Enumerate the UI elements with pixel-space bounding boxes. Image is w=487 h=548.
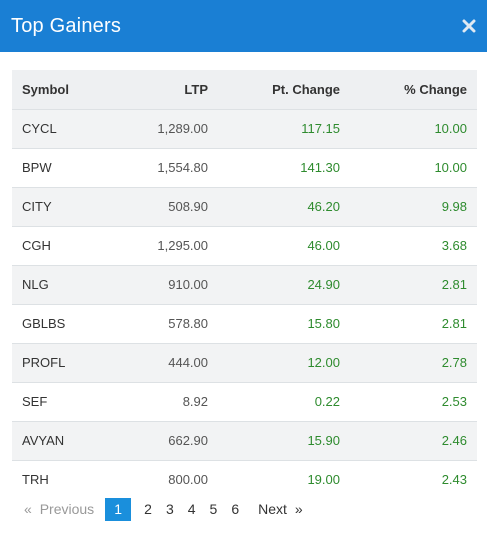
cell-pct-change: 2.43 — [441, 472, 467, 488]
table-row[interactable]: AVYAN 662.90 15.90 2.46 — [12, 421, 477, 460]
cell-pt-change: 141.30 — [300, 160, 340, 175]
cell-ltp: 444.00 — [168, 355, 208, 370]
table-row[interactable]: BPW 1,554.80 141.30 10.00 — [12, 148, 477, 187]
header-pt-change[interactable]: Pt. Change — [272, 81, 340, 97]
table-row[interactable]: GBLBS 578.80 15.80 2.81 — [12, 304, 477, 343]
cell-pt-change: 15.80 — [307, 316, 340, 331]
cell-ltp: 800.00 — [168, 472, 208, 488]
table-header-row: Symbol LTP Pt. Change % Change — [12, 70, 477, 109]
page-5-button[interactable]: 5 — [209, 501, 218, 517]
next-arrow-icon: » — [294, 501, 303, 517]
next-page-button[interactable]: Next » — [246, 498, 313, 521]
cell-symbol: AVYAN — [22, 433, 65, 448]
cell-pt-change: 46.00 — [307, 238, 340, 253]
cell-pt-change: 0.22 — [314, 394, 340, 409]
page-1-button[interactable]: 1 — [105, 498, 132, 521]
cell-ltp: 662.90 — [168, 433, 208, 448]
cell-pt-change: 46.20 — [307, 199, 340, 214]
cell-pct-change: 2.53 — [441, 394, 467, 409]
previous-page-button[interactable]: « Previous — [12, 498, 101, 521]
table-row[interactable]: CGH 1,295.00 46.00 3.68 — [12, 226, 477, 265]
cell-symbol: NLG — [22, 277, 49, 292]
table-row[interactable]: TRH 800.00 19.00 2.43 — [12, 460, 477, 499]
table-row[interactable]: PROFL 444.00 12.00 2.78 — [12, 343, 477, 382]
cell-ltp: 910.00 — [168, 277, 208, 292]
previous-label: Previous — [39, 501, 95, 517]
modal-header: Top Gainers — [0, 0, 487, 52]
header-pct-change[interactable]: % Change — [404, 81, 467, 97]
header-ltp[interactable]: LTP — [184, 81, 208, 97]
cell-pct-change: 9.98 — [441, 199, 467, 214]
cell-pct-change: 2.46 — [441, 433, 467, 448]
cell-pct-change: 10.00 — [434, 160, 467, 175]
table-row[interactable]: NLG 910.00 24.90 2.81 — [12, 265, 477, 304]
cell-symbol: GBLBS — [22, 316, 66, 331]
cell-pct-change: 2.81 — [441, 277, 467, 292]
header-symbol[interactable]: Symbol — [22, 81, 69, 97]
cell-symbol: CITY — [22, 199, 52, 214]
cell-pct-change: 3.68 — [441, 238, 467, 253]
cell-pct-change: 10.00 — [434, 121, 467, 136]
cell-symbol: PROFL — [22, 355, 66, 370]
cell-pt-change: 19.00 — [307, 472, 340, 488]
cell-ltp: 578.80 — [168, 316, 208, 331]
cell-ltp: 1,289.00 — [157, 121, 208, 136]
cell-pt-change: 117.15 — [301, 121, 340, 136]
cell-symbol: TRH — [22, 472, 49, 488]
page-6-button[interactable]: 6 — [231, 501, 240, 517]
cell-symbol: SEF — [22, 394, 48, 409]
cell-ltp: 8.92 — [182, 394, 208, 409]
modal-title: Top Gainers — [11, 14, 122, 37]
cell-pt-change: 12.00 — [307, 355, 340, 370]
table-row[interactable]: CITY 508.90 46.20 9.98 — [12, 187, 477, 226]
cell-symbol: CGH — [22, 238, 51, 253]
gainers-table-container: Symbol LTP Pt. Change % Change CYCL 1,289… — [12, 70, 477, 499]
close-button[interactable] — [459, 16, 479, 36]
next-label: Next — [258, 501, 287, 517]
cell-pct-change: 2.81 — [441, 316, 467, 331]
cell-pct-change: 2.78 — [441, 355, 467, 370]
cell-symbol: CYCL — [22, 121, 57, 136]
page-4-button[interactable]: 4 — [187, 501, 196, 517]
cell-pt-change: 15.90 — [307, 433, 340, 448]
cell-ltp: 508.90 — [168, 199, 208, 214]
page-2-button[interactable]: 2 — [144, 501, 152, 517]
gainers-table: Symbol LTP Pt. Change % Change CYCL 1,289… — [12, 70, 477, 499]
page-3-button[interactable]: 3 — [165, 501, 174, 517]
close-icon — [462, 19, 476, 33]
table-row[interactable]: CYCL 1,289.00 117.15 10.00 — [12, 109, 477, 148]
cell-pt-change: 24.90 — [307, 277, 340, 292]
table-row[interactable]: SEF 8.92 0.22 2.53 — [12, 382, 477, 421]
cell-ltp: 1,295.00 — [157, 238, 208, 253]
cell-ltp: 1,554.80 — [157, 160, 208, 175]
previous-arrow-icon: « — [24, 501, 32, 517]
cell-symbol: BPW — [22, 160, 52, 175]
